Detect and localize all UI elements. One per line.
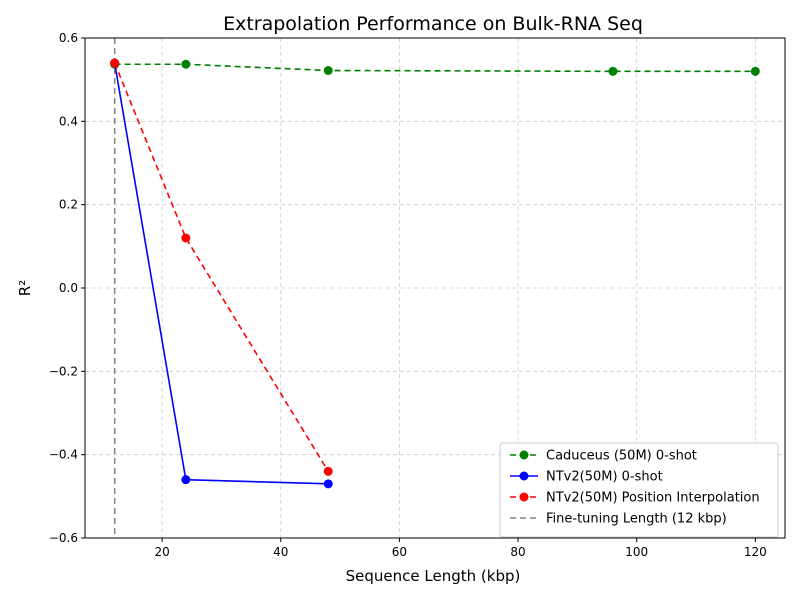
axis-ticks: 20 40 60 80 100 120 −0.6 −0.4 −0.2 0.0 0.2 0.4 0.6	[49, 31, 767, 559]
data-point	[323, 66, 333, 75]
series-1	[110, 58, 333, 489]
legend-label: Fine-tuning Length (12 kbp)	[546, 512, 727, 527]
x-tick-label: 80	[510, 545, 525, 559]
legend-item: Caduceus (50M) 0-shot	[510, 449, 697, 464]
legend-label: NTv2(50M) 0-shot	[546, 470, 663, 485]
series-line	[113, 62, 329, 485]
series-line	[113, 62, 329, 472]
data-point	[323, 466, 333, 476]
data-point	[181, 233, 191, 243]
x-axis-title: Sequence Length (kbp)	[346, 567, 521, 585]
y-tick-label: 0.6	[59, 31, 78, 45]
legend-label: Caduceus (50M) 0-shot	[546, 449, 697, 464]
x-tick-label: 60	[392, 545, 407, 559]
data-point	[608, 66, 618, 76]
x-tick-label: 40	[273, 545, 288, 559]
data-point	[750, 66, 760, 76]
series-0	[110, 59, 760, 76]
chart-title: Extrapolation Performance on Bulk-RNA Se…	[223, 13, 643, 35]
data-point	[110, 58, 120, 68]
legend-marker-swatch	[519, 492, 529, 502]
y-tick-label: −0.4	[49, 448, 78, 462]
legend-item: NTv2(50M) 0-shot	[510, 470, 663, 485]
series-line	[114, 63, 756, 73]
series-2	[110, 58, 333, 476]
data-point	[323, 479, 333, 489]
y-tick-label: 0.2	[59, 198, 78, 212]
series-layer	[110, 58, 760, 489]
y-tick-label: 0.4	[59, 114, 78, 128]
y-tick-label: −0.6	[49, 531, 78, 545]
y-tick-label: 0.0	[59, 281, 78, 295]
legend-marker-swatch	[519, 450, 529, 460]
data-point	[181, 475, 191, 485]
y-axis-title: R²	[16, 280, 34, 296]
y-tick-label: −0.2	[49, 364, 78, 378]
legend-item: NTv2(50M) Position Interpolation	[510, 491, 760, 506]
legend-box	[499, 442, 779, 538]
legend-label: NTv2(50M) Position Interpolation	[546, 491, 760, 506]
legend-item: Fine-tuning Length (12 kbp)	[510, 512, 727, 527]
legend: Caduceus (50M) 0-shot NTv2(50M) 0-shot NTv…	[499, 442, 779, 538]
data-point	[181, 59, 191, 69]
x-tick-label: 120	[744, 545, 767, 559]
legend-marker-swatch	[519, 471, 529, 481]
x-tick-label: 100	[625, 545, 648, 559]
x-tick-label: 20	[154, 545, 169, 559]
